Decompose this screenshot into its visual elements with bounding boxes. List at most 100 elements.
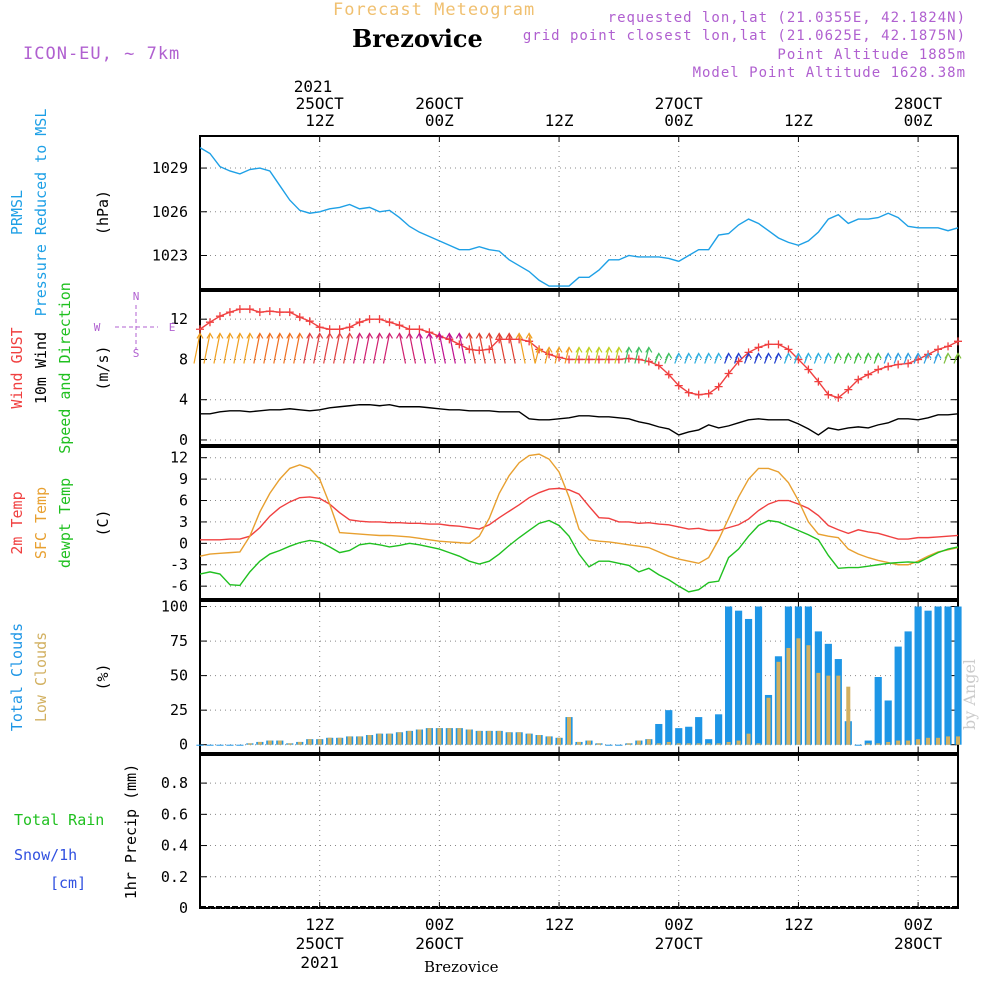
wind-direction-arrow-head: [395, 332, 403, 339]
wind-direction-arrow: [458, 333, 466, 364]
low-cloud-bar: [417, 729, 422, 745]
gust-marker: [505, 335, 514, 344]
wind-direction-arrow-head: [615, 346, 623, 353]
pressure-series-line-0: [199, 147, 959, 287]
wind-direction-arrow-head: [206, 332, 214, 339]
total-cloud-bar: [655, 723, 663, 745]
total-cloud-bar: [705, 739, 713, 745]
wind-direction-arrow-head: [226, 332, 234, 339]
wind-direction-arrow-head: [735, 352, 743, 359]
gust-marker: [854, 375, 863, 384]
low-cloud-bar: [756, 743, 761, 745]
wind-direction-arrow-head: [326, 332, 334, 339]
low-cloud-bar: [307, 739, 312, 745]
gust-marker: [525, 337, 534, 346]
wind-direction-arrow: [604, 347, 610, 364]
wind-direction-arrow: [352, 333, 361, 364]
gust-marker: [894, 360, 903, 369]
wind-direction-arrow: [488, 333, 496, 364]
total-cloud-bar: [904, 631, 912, 745]
total-cloud-bar: [934, 606, 942, 745]
wind-direction-arrow: [554, 347, 560, 364]
total-cloud-bar: [216, 744, 224, 746]
top-time-label: 00Z: [425, 111, 454, 130]
temperature-unit-label: (C): [94, 509, 112, 536]
gust-marker: [515, 335, 524, 344]
total-cloud-bar: [675, 728, 683, 745]
wind-direction-arrow-head: [385, 332, 394, 339]
gust-marker: [704, 389, 713, 398]
wind-direction-arrow: [243, 333, 251, 364]
wind-direction-arrow-head: [316, 332, 324, 339]
gust-marker: [265, 307, 274, 316]
wind-ytick-label: 8: [179, 350, 188, 368]
low-cloud-bar: [866, 743, 871, 745]
top-time-label: 12Z: [305, 111, 334, 130]
wind-direction-arrow-head: [844, 352, 852, 359]
low-cloud-bar: [387, 733, 392, 745]
low-cloud-bar: [337, 737, 342, 745]
wind-direction-arrow: [508, 333, 516, 364]
gust-marker: [215, 312, 224, 321]
gust-marker: [196, 325, 204, 334]
pressure-axis-label: PRMSL: [8, 190, 26, 235]
gust-marker: [415, 325, 424, 334]
gust-marker: [205, 318, 214, 327]
gust-marker: [944, 342, 953, 351]
gust-marker: [365, 315, 374, 324]
wind-direction-arrow: [528, 333, 536, 364]
top-time-label: 26OCT: [415, 94, 464, 113]
wind-direction-arrow-head: [834, 352, 842, 359]
low-cloud-bar: [377, 733, 382, 745]
temperature-axis-label: SFC Temp: [32, 487, 50, 559]
wind-direction-arrow: [544, 347, 550, 364]
top-time-label: 27OCT: [655, 94, 704, 113]
pressure-ytick-label: 1026: [152, 203, 188, 221]
wind-direction-arrow: [448, 333, 456, 364]
low-cloud-bar: [726, 741, 731, 745]
temperature-ytick-label: 3: [179, 513, 188, 531]
pressure-ytick-label: 1023: [152, 246, 188, 264]
wind-direction-arrow-head: [346, 332, 354, 339]
pressure-unit-label: (hPa): [94, 190, 112, 235]
wind-axis-label: 10m Wind: [32, 332, 50, 404]
wind-direction-arrow-head: [924, 352, 932, 359]
wind-direction-arrow-head: [515, 332, 523, 339]
top-time-label: 25OCT: [296, 94, 345, 113]
precip-snow-unit-label: [cm]: [50, 874, 86, 892]
low-cloud-bar: [896, 740, 901, 745]
total-cloud-bar: [744, 618, 753, 745]
low-cloud-bar: [806, 645, 811, 745]
low-cloud-bar: [427, 728, 432, 745]
low-cloud-bar: [317, 739, 322, 745]
wind-direction-arrow-head: [725, 352, 733, 359]
gust-marker: [225, 308, 234, 317]
top-time-label: 00Z: [664, 111, 693, 130]
temperature-series-line-1: [199, 453, 959, 566]
clouds-panel-frame: [199, 600, 959, 754]
wind-direction-arrow: [594, 347, 600, 364]
wind-direction-arrow: [213, 333, 221, 364]
wind-direction-arrow: [313, 333, 321, 364]
wind-direction-arrow: [193, 333, 201, 364]
wind-axis-label: Wind GUST: [8, 327, 26, 408]
wind-direction-arrow-head: [196, 332, 204, 339]
low-cloud-bar: [926, 737, 931, 745]
wind-direction-arrow-head: [415, 332, 423, 339]
low-cloud-bar: [746, 733, 751, 745]
gust-marker: [754, 343, 763, 352]
total-cloud-bar: [725, 606, 733, 745]
grid-point-coords: grid point closest lon,lat (21.0625E, 42…: [522, 28, 966, 44]
wind-direction-arrow-head: [286, 332, 294, 339]
low-cloud-bar: [287, 743, 292, 745]
low-cloud-bar: [277, 740, 282, 745]
gust-marker: [315, 323, 324, 332]
low-cloud-bar: [297, 741, 302, 745]
total-cloud-bar: [605, 744, 613, 746]
low-cloud-bar: [706, 743, 711, 745]
gust-marker: [824, 390, 833, 399]
low-cloud-bar: [946, 736, 951, 745]
wind-direction-arrow: [398, 333, 407, 364]
wind-direction-arrow: [438, 333, 446, 364]
